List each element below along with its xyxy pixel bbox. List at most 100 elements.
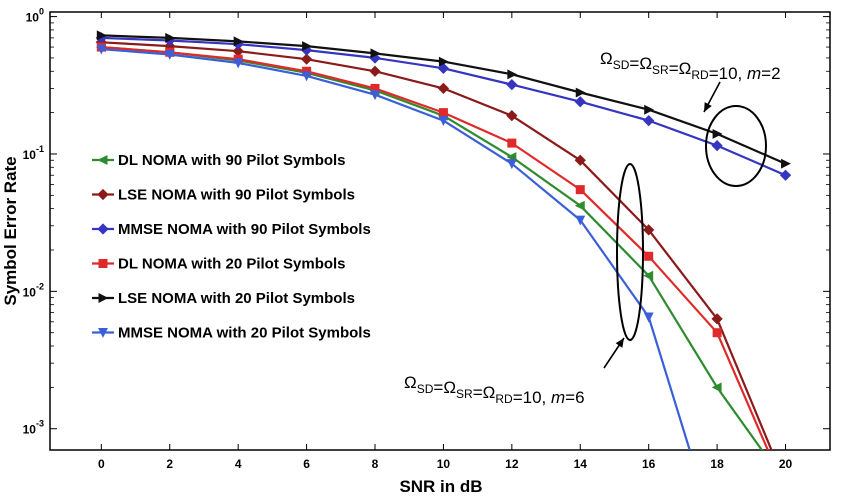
annotation-arrowhead <box>615 338 624 348</box>
annotation-subscript: SD <box>613 58 630 72</box>
annotation-text-part: =2 <box>761 64 780 83</box>
data-point-marker <box>711 140 723 152</box>
annotation-ellipse <box>705 105 767 187</box>
data-point-marker <box>438 116 449 126</box>
data-point-marker <box>370 90 380 101</box>
series-1 <box>95 42 764 450</box>
data-point-marker <box>96 30 107 41</box>
y-tick-label: 10-2 <box>23 281 44 299</box>
legend-item: MMSE NOMA with 20 Pilot Symbols <box>92 325 371 342</box>
data-point-marker <box>370 83 380 93</box>
y-tick-base: 10 <box>23 423 37 437</box>
data-point-marker <box>506 159 517 170</box>
series-line <box>101 46 770 450</box>
data-point-marker <box>711 313 723 325</box>
x-tick-label: 10 <box>437 457 451 471</box>
legend-label: DL NOMA with 90 Pilot Symbols <box>118 152 346 169</box>
annotation-label: ΩSD=ΩSR=ΩRD=10, m=6 <box>404 373 585 407</box>
x-tick-label: 0 <box>98 457 105 471</box>
y-tick-exponent: 0 <box>39 7 44 17</box>
data-point-marker <box>507 138 517 148</box>
annotation-text-part: =10, <box>513 388 551 407</box>
annotation-arrowhead <box>704 102 712 112</box>
data-point-marker <box>369 65 381 77</box>
data-point-marker <box>506 110 518 122</box>
data-point-marker <box>644 104 655 115</box>
x-tick-label: 2 <box>166 457 173 471</box>
data-point-marker <box>712 128 723 139</box>
data-point-marker <box>712 328 722 338</box>
y-tick-label: 10-1 <box>23 144 44 162</box>
legend-label: DL NOMA with 20 Pilot Symbols <box>118 256 346 273</box>
data-point-marker <box>437 62 450 74</box>
legend-label: LSE NOMA with 20 Pilot Symbols <box>118 290 355 307</box>
data-point-marker <box>300 53 313 65</box>
annotation-text-part: Ω <box>600 49 613 68</box>
data-point-marker <box>781 158 791 169</box>
annotation-subscript: RD <box>691 68 709 82</box>
annotation-text-part: =Ω <box>629 54 652 73</box>
legend-label: LSE NOMA with 90 Pilot Symbols <box>118 187 355 204</box>
data-point-marker <box>438 56 449 67</box>
annotation-text-part: =10, <box>709 64 747 83</box>
data-point-marker <box>575 185 585 195</box>
x-tick-label: 12 <box>505 457 519 471</box>
x-tick-label: 18 <box>710 457 724 471</box>
data-point-marker <box>574 200 585 211</box>
data-point-marker <box>438 108 448 118</box>
legend-item: MMSE NOMA with 90 Pilot Symbols <box>92 221 371 238</box>
data-point-marker <box>164 49 175 60</box>
annotation-text-part: Ω <box>404 373 417 392</box>
series-line <box>101 48 691 450</box>
data-point-marker <box>643 114 655 127</box>
data-point-marker <box>437 82 450 95</box>
legend-label: MMSE NOMA with 90 Pilot Symbols <box>118 221 371 238</box>
annotation-subscript: SD <box>417 382 434 396</box>
data-point-marker <box>98 293 109 303</box>
x-tick-label: 4 <box>235 457 242 471</box>
x-axis-label: SNR in dB <box>399 477 482 496</box>
data-point-marker <box>643 312 654 323</box>
data-point-marker <box>643 224 655 236</box>
annotation-subscript: SR <box>456 387 473 401</box>
data-point-marker <box>233 58 244 69</box>
x-tick-label: 8 <box>372 457 379 471</box>
series-layer <box>95 30 792 450</box>
y-tick-exponent: -2 <box>36 281 44 291</box>
data-point-marker <box>507 69 518 80</box>
annotation-text-part: m <box>747 64 761 83</box>
x-tick-label: 6 <box>303 457 310 471</box>
annotation-label: ΩSD=ΩSR=ΩRD=10, m=2 <box>600 49 781 83</box>
data-point-marker <box>96 44 107 55</box>
annotation-text-part: =Ω <box>669 59 692 78</box>
plot-frame <box>49 11 831 451</box>
data-point-marker <box>98 259 108 268</box>
y-tick-base: 10 <box>26 11 40 25</box>
annotation-text-part: =Ω <box>473 383 496 402</box>
y-tick-base: 10 <box>23 285 37 299</box>
data-point-marker <box>98 328 108 338</box>
data-point-marker <box>575 87 586 98</box>
data-point-marker <box>97 223 109 235</box>
annotation-text-part: =Ω <box>433 378 456 397</box>
data-point-marker <box>506 78 518 91</box>
annotation-text-part: =6 <box>565 388 584 407</box>
data-point-marker <box>370 48 381 59</box>
y-tick-exponent: -3 <box>36 419 44 429</box>
data-point-marker <box>575 215 586 226</box>
data-point-marker <box>97 155 108 165</box>
legend-item: LSE NOMA with 90 Pilot Symbols <box>92 187 355 204</box>
x-tick-label: 16 <box>642 457 656 471</box>
y-tick-label: 10-3 <box>23 419 44 437</box>
x-tick-label: 14 <box>574 457 588 471</box>
y-axis-label: Symbol Error Rate <box>1 156 20 305</box>
series-6 <box>96 44 691 450</box>
legend: DL NOMA with 90 Pilot Symbols LSE NOMA wi… <box>92 152 371 342</box>
legend-item: DL NOMA with 20 Pilot Symbols <box>92 256 346 273</box>
data-point-marker <box>574 96 586 108</box>
data-point-marker <box>233 36 244 47</box>
data-point-marker <box>779 169 792 181</box>
plot-area-border <box>49 11 831 451</box>
